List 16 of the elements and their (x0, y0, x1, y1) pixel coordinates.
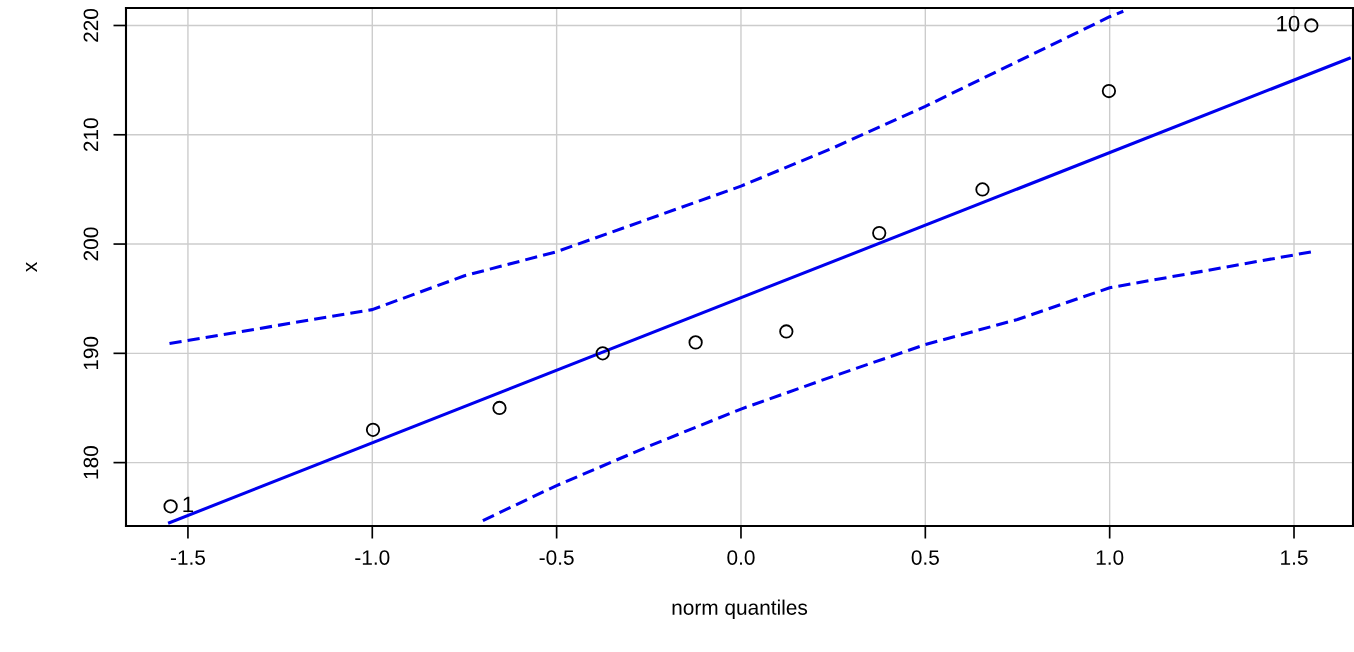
annotation: 10 (1277, 15, 1300, 32)
y-tick-label: 190 (83, 336, 99, 370)
y-tick-label: 180 (83, 446, 99, 479)
x-axis-title: norm quantiles (672, 599, 808, 620)
y-tick-label: 210 (83, 118, 99, 152)
y-axis-title: x (25, 262, 37, 272)
x-tick-label: 0.5 (911, 550, 939, 565)
x-tick-label: 1.5 (1281, 550, 1308, 565)
x-tick-label: -1.5 (170, 550, 206, 565)
x-tick-label: -0.5 (539, 550, 574, 565)
y-tick-label: 200 (83, 227, 99, 261)
x-tick-label: 0.0 (727, 550, 755, 565)
annotation: 1 (183, 496, 193, 513)
x-tick-label: 1.0 (1096, 550, 1124, 565)
y-tick-label: 220 (83, 8, 99, 42)
x-tick-label: -1.0 (355, 550, 390, 565)
